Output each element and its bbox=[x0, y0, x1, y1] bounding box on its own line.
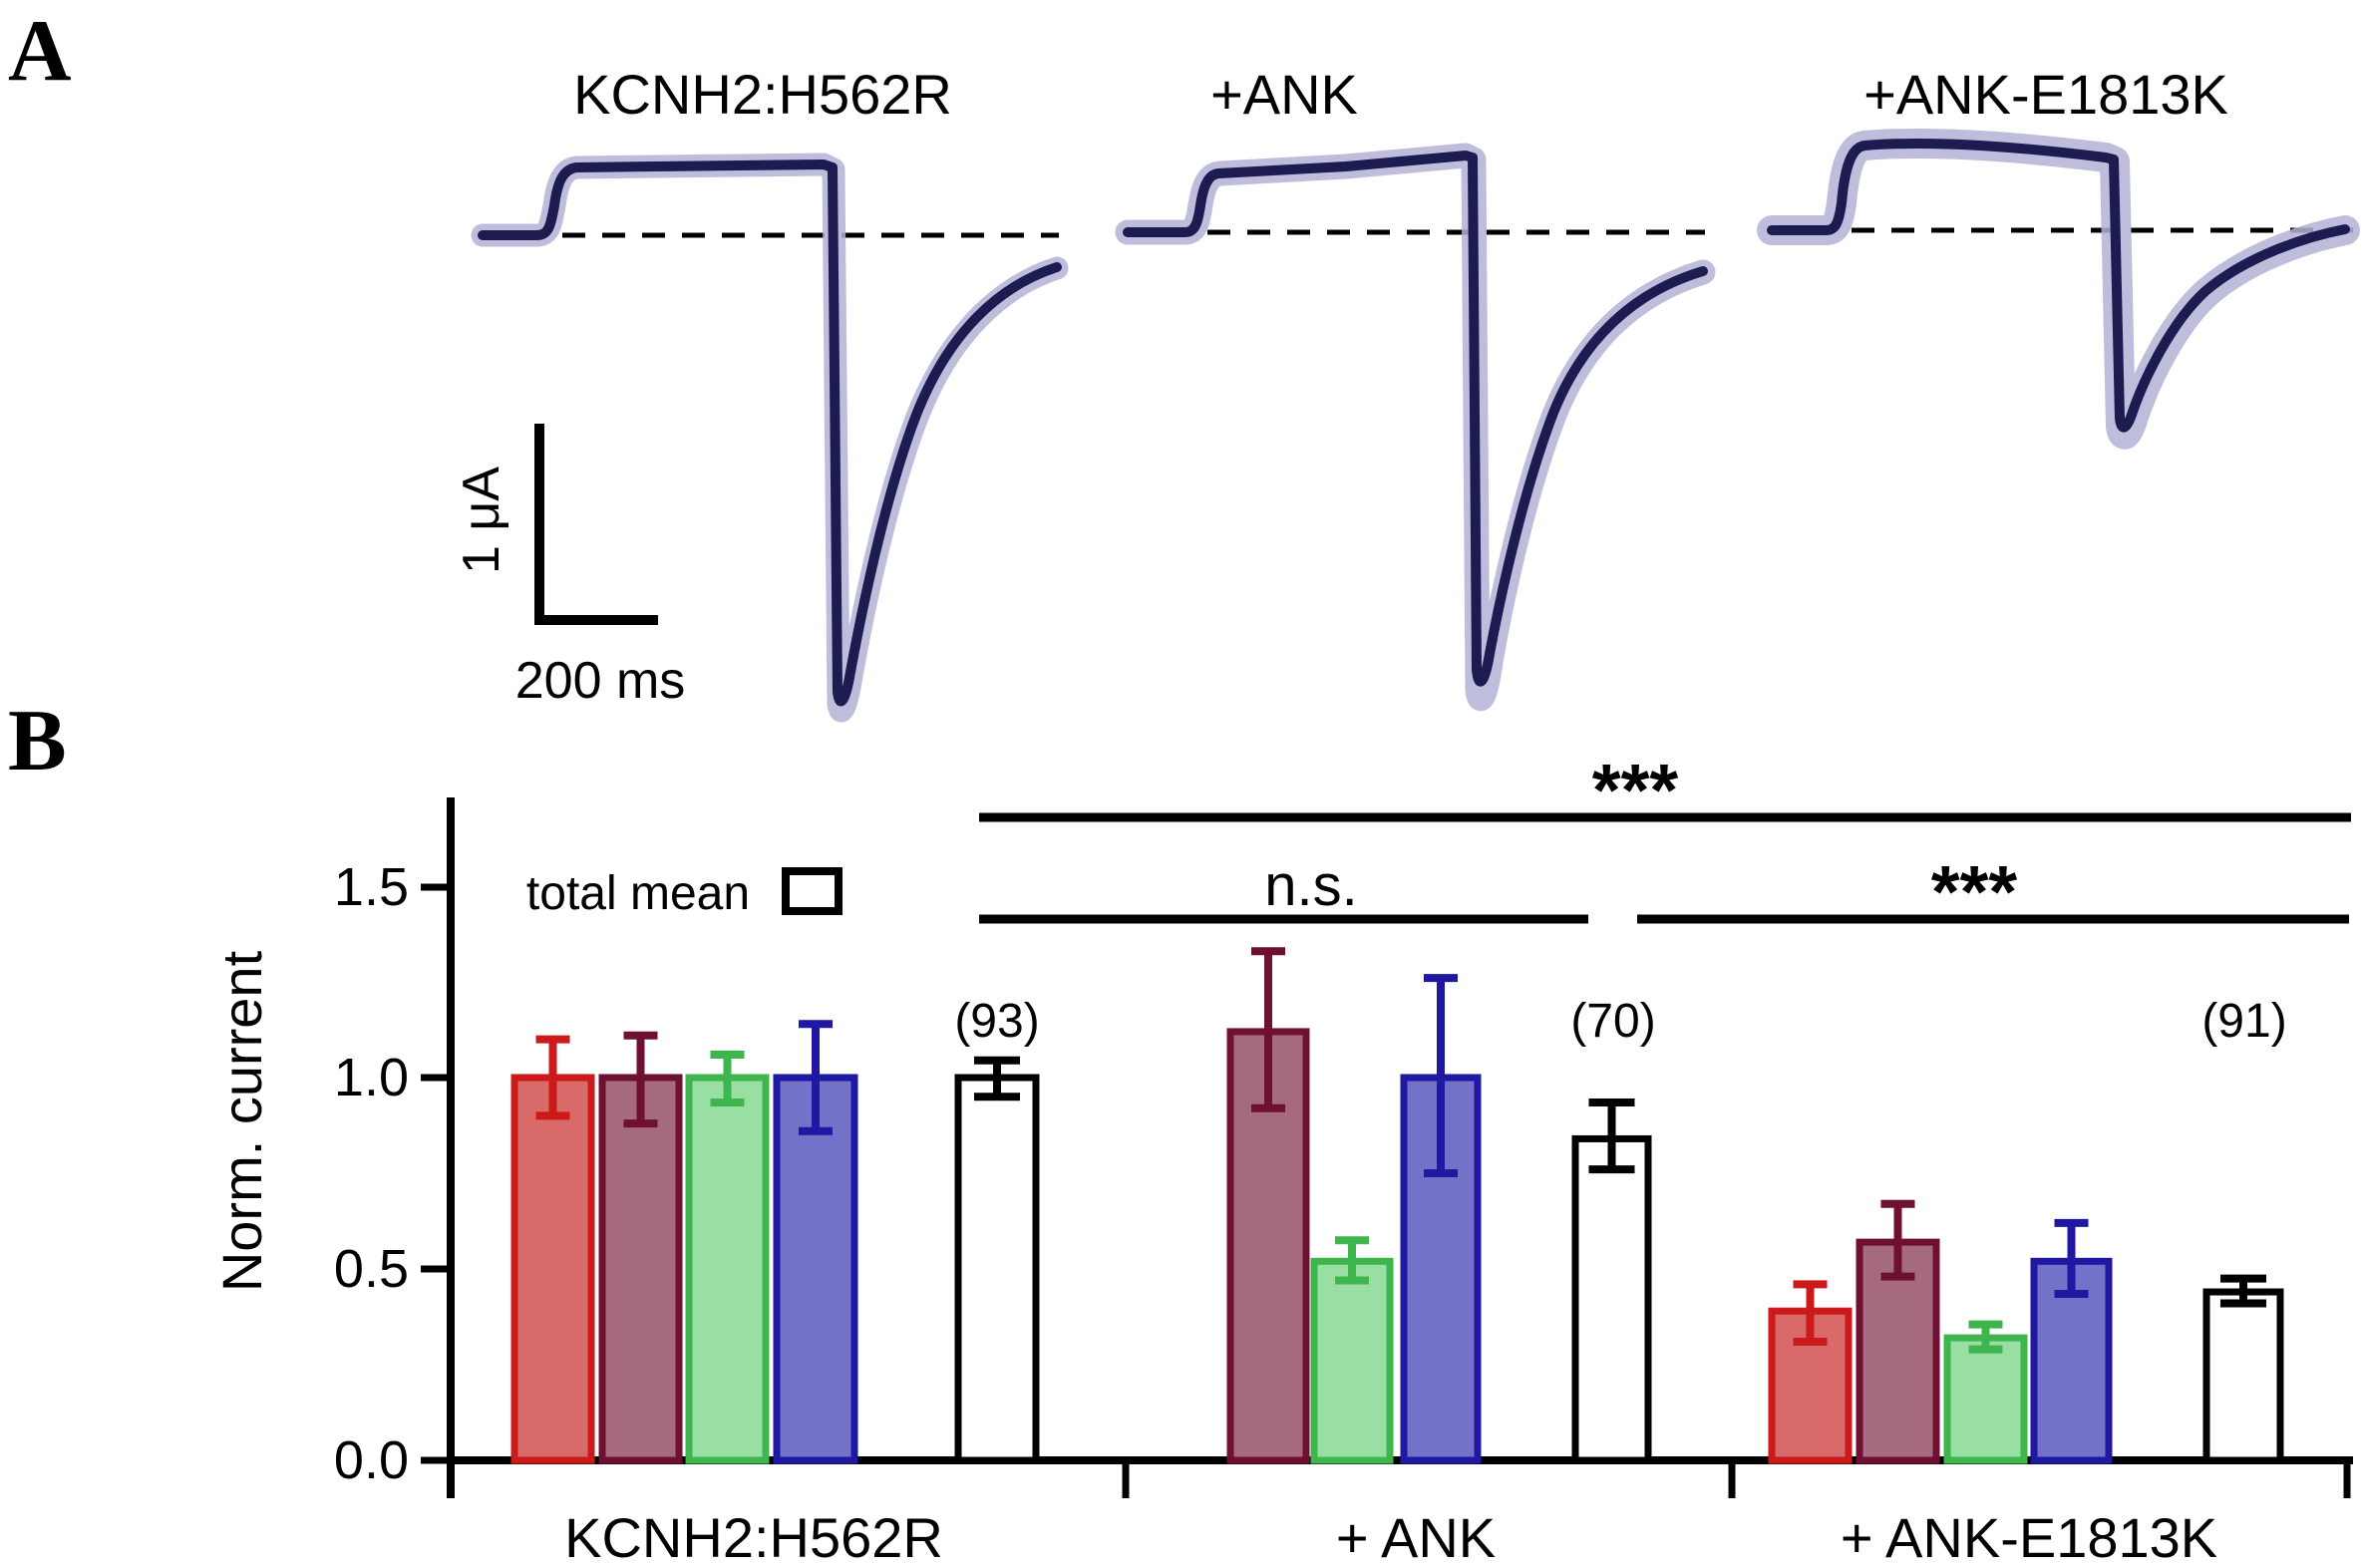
n-label-group3: (91) bbox=[2201, 995, 2286, 1048]
group-label-kcnh2-h562r: KCNH2:H562R bbox=[564, 1506, 943, 1568]
legend-total-mean-swatch bbox=[782, 867, 843, 915]
panel-b-letter: B bbox=[8, 693, 67, 789]
trace-shade-ank-e1813k bbox=[1757, 128, 2360, 450]
n-label-group2: (70) bbox=[1570, 995, 1655, 1048]
bar-ank-total bbox=[1571, 1134, 1652, 1464]
bar-ank-blue bbox=[1400, 1074, 1482, 1464]
bars-layer bbox=[510, 947, 2284, 1464]
trace-shade-kcnh2-h562r bbox=[471, 153, 1069, 723]
trace-title-ank: +ANK bbox=[1210, 63, 1358, 126]
scalebar-time-label: 200 ms bbox=[515, 652, 686, 710]
bar-kcnh2-h562r-maroon bbox=[598, 1074, 683, 1464]
bar-ank-e1813k-green bbox=[1943, 1334, 2028, 1464]
trace-title-ank-e1813k: +ANK-E1813K bbox=[1863, 63, 2228, 126]
trace-ank bbox=[1123, 151, 1708, 687]
trace-ank-e1813k bbox=[1767, 138, 2350, 433]
trace-kcnh2-h562r bbox=[478, 159, 1062, 707]
bar-kcnh2-h562r-red bbox=[510, 1074, 595, 1464]
group-label-ank: + ANK bbox=[1336, 1506, 1496, 1568]
bar-ank-green bbox=[1310, 1257, 1394, 1464]
bar-ank-e1813k-total bbox=[2202, 1288, 2284, 1464]
scalebar-current-label: 1 μA bbox=[453, 467, 510, 574]
sig-stars-group1-group3: *** bbox=[1592, 749, 1679, 831]
bar-kcnh2-h562r-total bbox=[954, 1074, 1040, 1464]
bar-kcnh2-h562r-green bbox=[685, 1074, 770, 1464]
y-tick-label-1-0: 1.0 bbox=[334, 1048, 409, 1107]
bar-kcnh2-h562r-blue bbox=[773, 1074, 858, 1464]
scalebar bbox=[534, 424, 658, 625]
trace-shade-ank bbox=[1115, 143, 1716, 712]
y-tick-label-0-0: 0.0 bbox=[334, 1430, 409, 1490]
y-tick-label-0-5: 0.5 bbox=[334, 1239, 409, 1299]
group-label-ank-e1813k: + ANK-E1813K bbox=[1841, 1506, 2217, 1568]
sig-ns-group1-group2: n.s. bbox=[1264, 853, 1358, 918]
trace-title-kcnh2-h562r: KCNH2:H562R bbox=[573, 63, 952, 126]
n-label-group1: (93) bbox=[954, 995, 1039, 1048]
y-axis-title: Norm. current bbox=[210, 950, 273, 1292]
legend-total-mean-label: total mean bbox=[526, 867, 750, 920]
y-tick-label-1-5: 1.5 bbox=[334, 857, 409, 917]
sig-stars-group2-group3: *** bbox=[1931, 850, 2018, 933]
panel-a-letter: A bbox=[8, 3, 72, 100]
